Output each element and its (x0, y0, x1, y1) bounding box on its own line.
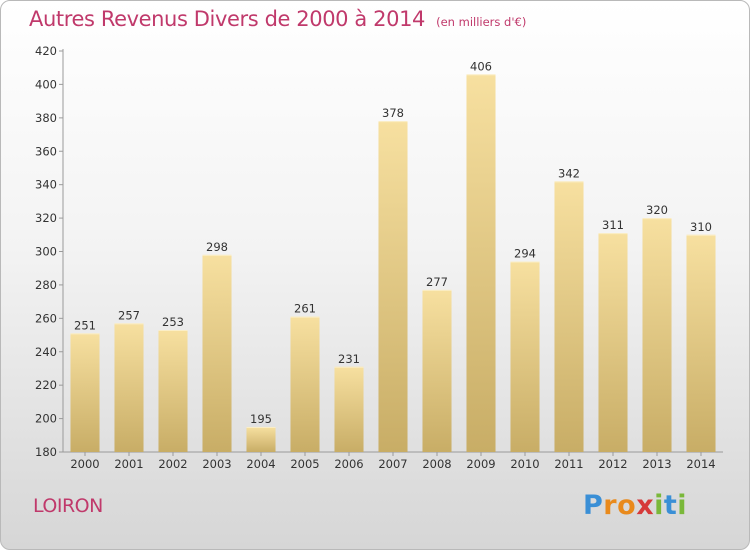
x-tick-label: 2006 (334, 457, 363, 471)
x-tick-label: 2014 (686, 457, 715, 471)
logo-letter: P (583, 490, 604, 521)
bar (466, 74, 496, 453)
logo-letter: r (603, 490, 618, 521)
x-tick-label: 2000 (70, 457, 99, 471)
y-tick-label: 340 (35, 178, 57, 192)
logo-letter: i (654, 490, 664, 521)
y-tick-label: 280 (35, 278, 57, 292)
bar (114, 323, 144, 452)
y-tick-label: 300 (35, 245, 57, 259)
logo-letter: x (636, 490, 655, 521)
data-label: 320 (646, 203, 668, 217)
bar (246, 426, 276, 452)
data-label: 231 (338, 352, 360, 366)
logo-letter: o (617, 490, 637, 521)
logo-letter: i (677, 490, 688, 521)
x-tick-label: 2008 (422, 457, 451, 471)
data-label: 257 (118, 308, 140, 322)
bar (334, 366, 364, 452)
data-label: 406 (470, 59, 492, 73)
bar (598, 233, 628, 452)
logo-letter: t (663, 490, 678, 521)
data-label: 261 (294, 302, 316, 316)
y-tick-label: 320 (35, 211, 57, 225)
x-tick-label: 2007 (378, 457, 407, 471)
x-tick-label: 2003 (202, 457, 231, 471)
data-label: 253 (162, 315, 184, 329)
data-label: 298 (206, 240, 228, 254)
x-tick-label: 2001 (114, 457, 143, 471)
chart-title-block: Autres Revenus Divers de 2000 à 2014 (en… (29, 7, 526, 31)
x-tick-label: 2013 (642, 457, 671, 471)
y-tick-label: 260 (35, 311, 57, 325)
x-tick-label: 2009 (466, 457, 495, 471)
x-tick-label: 2005 (290, 457, 319, 471)
bar (686, 234, 716, 452)
data-label: 277 (426, 275, 448, 289)
x-tick-label: 2002 (158, 457, 187, 471)
chart-unit: (en milliers d'€) (436, 15, 527, 29)
data-label: 342 (558, 166, 580, 180)
y-tick-label: 180 (35, 445, 57, 459)
bar (158, 330, 188, 452)
y-tick-label: 360 (35, 144, 57, 158)
bar (510, 261, 540, 452)
x-tick-label: 2012 (598, 457, 627, 471)
bar (642, 218, 672, 452)
place-name: LOIRON (33, 495, 103, 517)
x-tick-label: 2011 (554, 457, 583, 471)
bar (378, 121, 408, 453)
y-tick-label: 240 (35, 345, 57, 359)
data-label: 251 (74, 318, 96, 332)
proxiti-logo: Proxiti (583, 490, 687, 521)
bar (70, 333, 100, 452)
chart-title: Autres Revenus Divers de 2000 à 2014 (29, 7, 426, 31)
bar (554, 181, 584, 452)
data-label: 294 (514, 247, 536, 261)
data-label: 378 (382, 106, 404, 120)
data-label: 195 (250, 412, 272, 426)
y-tick-label: 420 (35, 44, 57, 58)
bar (290, 316, 320, 452)
x-tick-label: 2004 (246, 457, 275, 471)
y-tick-label: 380 (35, 111, 57, 125)
y-tick-label: 400 (35, 77, 57, 91)
bar (202, 254, 232, 452)
bar (422, 289, 452, 452)
data-label: 310 (690, 220, 712, 234)
data-label: 311 (602, 218, 624, 232)
y-tick-label: 200 (35, 412, 57, 426)
x-tick-label: 2010 (510, 457, 539, 471)
y-tick-label: 220 (35, 378, 57, 392)
